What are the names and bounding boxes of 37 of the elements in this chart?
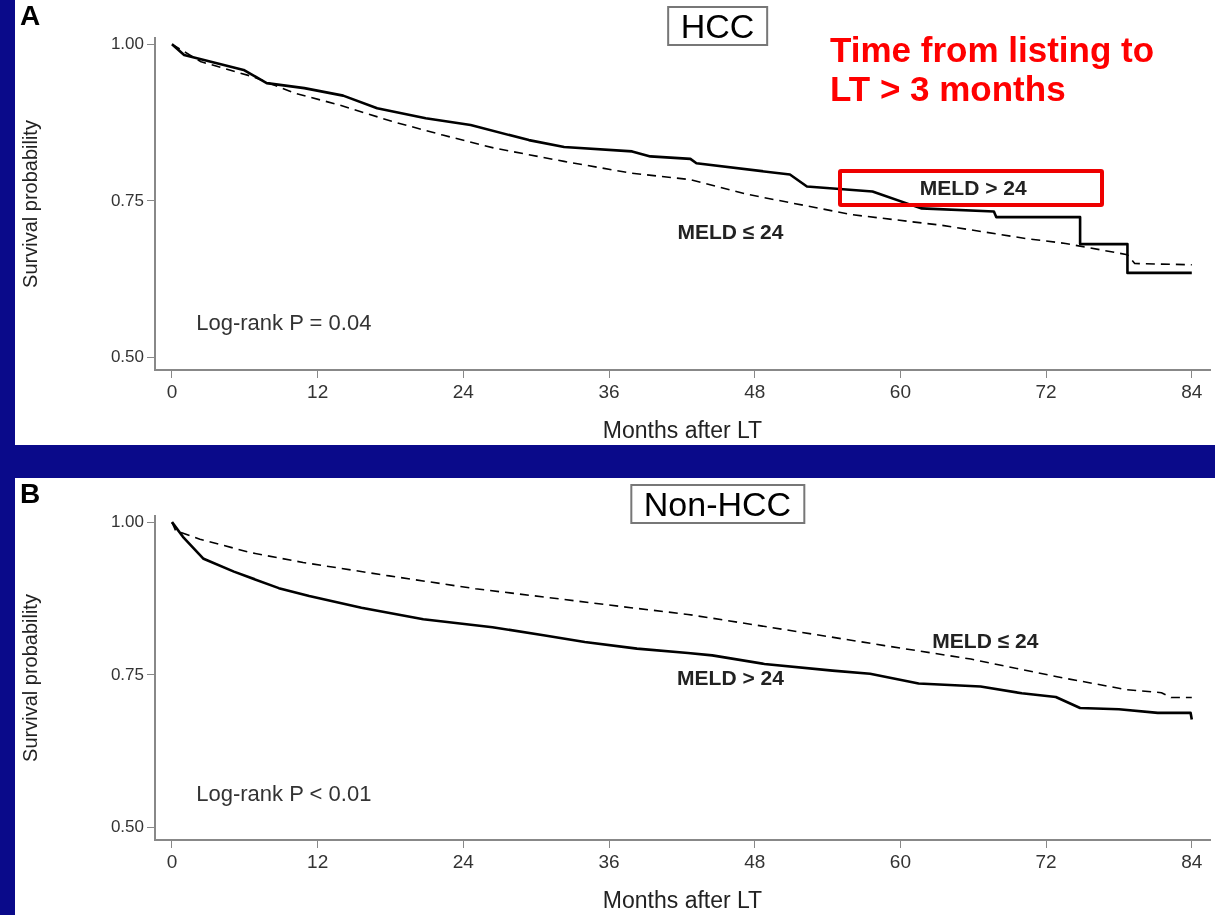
x-tick-label: 12 (307, 380, 329, 402)
series-label: MELD ≤ 24 (677, 220, 784, 245)
x-axis-title: Months after LT (602, 886, 763, 913)
x-tick-label: 0 (166, 380, 178, 402)
x-tick-label: 60 (889, 380, 911, 402)
y-axis-title: Survival probability (18, 594, 41, 762)
annotation: Log-rank P = 0.04 (196, 310, 372, 337)
y-tick-label: 0.50 (110, 347, 144, 367)
y-tick-label: 1.00 (110, 511, 144, 531)
series-label: MELD > 24 (677, 666, 784, 690)
x-tick-label: 72 (1035, 380, 1057, 402)
annotation: Log-rank P < 0.01 (196, 781, 372, 808)
series-label: MELD > 24 (919, 176, 1027, 201)
x-tick-label: 24 (452, 850, 475, 872)
x-tick-label: 84 (1181, 850, 1203, 872)
x-tick-label: 24 (452, 380, 475, 402)
x-tick-label: 36 (598, 850, 620, 872)
y-tick-label: 0.75 (110, 190, 144, 210)
x-tick-label: 0 (166, 850, 178, 872)
x-tick-label: 48 (744, 850, 766, 872)
x-tick-label: 84 (1181, 380, 1203, 402)
y-axis-title: Survival probability (18, 120, 41, 288)
annotation: Time from listing to LT > 3 months (830, 30, 1156, 108)
y-tick-label: 0.75 (110, 664, 144, 684)
x-tick-label: 48 (744, 380, 766, 402)
chart-title: HCC (666, 6, 769, 46)
text: A (20, 0, 41, 32)
x-tick-label: 72 (1035, 850, 1057, 872)
x-tick-label: 60 (889, 850, 911, 872)
y-tick-label: 1.00 (110, 33, 144, 53)
text: B (20, 478, 41, 510)
x-tick-label: 12 (307, 850, 329, 872)
y-tick-label: 0.50 (110, 817, 144, 837)
x-axis-title: Months after LT (602, 416, 763, 443)
series-label: MELD ≤ 24 (932, 629, 1039, 654)
x-tick-label: 36 (598, 380, 620, 402)
chart-title: Non-HCC (629, 484, 806, 524)
